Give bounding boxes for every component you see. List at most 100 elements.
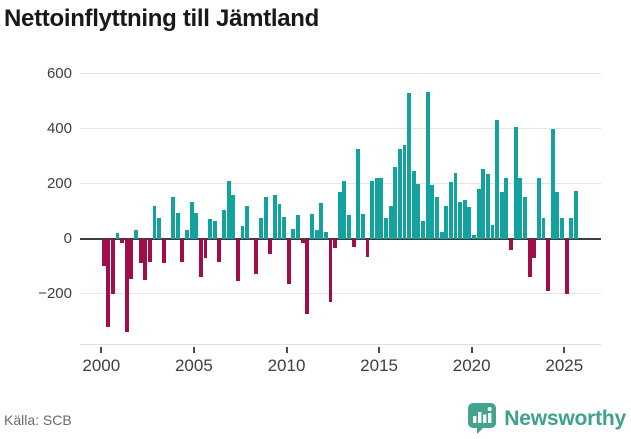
bar-2016-q2 [402, 145, 407, 239]
bar-2002-q3 [147, 238, 152, 263]
bar-2022-q3 [518, 178, 523, 239]
bar-2000-q1 [101, 238, 106, 267]
x-tick-label-2005: 2005 [174, 356, 213, 375]
bar-2020-q4 [485, 174, 490, 239]
bar-2010-q4 [300, 238, 305, 243]
bar-2017-q2 [421, 220, 425, 239]
bar-2011-q2 [310, 213, 314, 239]
bar-2006-q3 [222, 209, 226, 239]
bar-2006-q1 [212, 220, 217, 239]
newsworthy-speech-bubble-chart-icon [468, 403, 497, 434]
bar-2018-q1 [435, 197, 439, 239]
bar-2012-q3 [333, 238, 338, 249]
bar-2017-q4 [430, 185, 435, 239]
bar-2020-q2 [476, 189, 481, 239]
newsworthy-logo-text: Newsworthy [504, 406, 626, 430]
bar-2005-q2 [198, 238, 203, 278]
bar-2016-q1 [397, 149, 402, 239]
bar-2024-q4 [560, 218, 564, 239]
bar-2010-q1 [286, 238, 291, 285]
x-tick-label-2010: 2010 [267, 356, 306, 375]
x-tick-2005 [192, 347, 195, 353]
bar-2006-q4 [226, 180, 231, 239]
bar-2024-q1 [546, 238, 551, 291]
bar-2022-q4 [522, 197, 527, 239]
bar-2023-q1 [527, 238, 532, 278]
bar-2013-q3 [351, 238, 356, 247]
bar-2014-q1 [360, 213, 365, 239]
bar-2008-q4 [263, 197, 268, 239]
bar-2003-q4 [171, 197, 175, 239]
x-tick-2020 [470, 347, 473, 353]
bar-2012-q4 [337, 191, 342, 239]
y-tick-label-400: 400 [46, 120, 72, 138]
bar-2002-q2 [143, 238, 148, 280]
bar-2019-q1 [453, 172, 458, 239]
bar-2025-q1 [564, 238, 569, 294]
bar-2001-q3 [129, 238, 134, 279]
bar-2024-q2 [550, 128, 555, 239]
gridline-600 [80, 73, 601, 75]
bar-2012-q1 [323, 231, 328, 239]
bar-2002-q4 [152, 205, 157, 239]
gridline-400 [80, 128, 601, 130]
bar-2007-q3 [240, 226, 245, 239]
bar-2009-q4 [282, 216, 287, 239]
chart-title: Nettoinflyttning till Jämtland [4, 5, 319, 32]
bar-2011-q1 [305, 238, 310, 315]
bar-2009-q3 [277, 204, 282, 239]
source-label: Källa: SCB [4, 412, 72, 428]
bar-2021-q1 [490, 224, 495, 239]
bar-2017-q3 [425, 91, 430, 239]
bar-2001-q2 [124, 238, 129, 333]
bar-2020-q3 [481, 168, 486, 239]
bar-2009-q2 [272, 194, 277, 239]
bar-2021-q2 [495, 120, 500, 239]
bar-2004-q1 [175, 212, 180, 239]
newsworthy-logo: Newsworthy [467, 402, 626, 435]
bar-2013-q2 [347, 215, 351, 239]
bar-2001-q1 [120, 238, 125, 243]
bar-2007-q1 [231, 194, 236, 239]
bar-2015-q4 [393, 167, 398, 239]
bar-2018-q2 [439, 231, 444, 239]
bar-2023-q2 [532, 238, 537, 258]
bar-2025-q3 [573, 190, 578, 239]
bar-2002-q1 [138, 238, 143, 264]
gridline--200 [80, 293, 601, 295]
bar-2015-q2 [384, 218, 388, 239]
bar-2005-q4 [208, 219, 213, 239]
bar-2006-q2 [217, 238, 222, 263]
bar-2022-q1 [509, 238, 513, 250]
y-tick-label--200: −200 [38, 285, 72, 303]
x-tick-2015 [378, 347, 381, 353]
bar-2000-q4 [115, 233, 120, 239]
bar-2024-q3 [555, 191, 560, 239]
x-tick-label-2020: 2020 [452, 356, 491, 375]
bar-2022-q2 [513, 127, 518, 239]
bar-2020-q1 [472, 234, 476, 239]
bar-2023-q3 [536, 178, 541, 239]
bar-2016-q3 [407, 92, 412, 239]
bar-2025-q2 [569, 218, 574, 239]
bar-2003-q1 [157, 218, 162, 239]
bar-2004-q4 [189, 201, 194, 239]
x-tick-label-2015: 2015 [360, 356, 398, 375]
bar-2001-q4 [134, 230, 138, 239]
bar-2010-q3 [296, 215, 300, 239]
bar-2016-q4 [411, 171, 416, 239]
bar-2015-q3 [388, 205, 393, 239]
bar-2003-q2 [161, 238, 166, 264]
bar-2019-q2 [458, 201, 463, 239]
y-tick-label-0: 0 [63, 230, 72, 248]
x-tick-2010 [285, 347, 288, 353]
x-tick-2025 [563, 347, 566, 353]
y-tick-label-600: 600 [46, 65, 72, 83]
bar-2009-q1 [268, 238, 273, 254]
bar-2000-q3 [110, 238, 115, 294]
bar-2004-q3 [184, 230, 189, 239]
bar-2007-q2 [235, 238, 240, 282]
y-tick-label-200: 200 [46, 175, 72, 193]
bar-2004-q2 [180, 238, 185, 263]
